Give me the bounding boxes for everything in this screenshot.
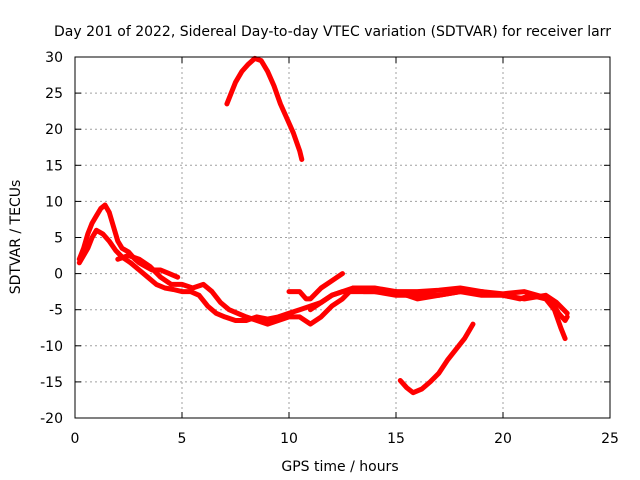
y-tick-label: 5: [54, 231, 63, 247]
y-tick-label: -10: [40, 339, 63, 355]
series-line-satellite-arc-d: [286, 271, 345, 302]
x-tick-label: 25: [601, 431, 619, 447]
grid-lines: [75, 57, 610, 418]
x-tick-label: 0: [71, 431, 80, 447]
x-tick-label: 10: [280, 431, 298, 447]
y-tick-label: -20: [40, 411, 63, 427]
data-series: [76, 55, 570, 396]
y-tick-label: 30: [45, 50, 63, 66]
x-tick-label: 20: [494, 431, 512, 447]
y-tick-label: 10: [45, 194, 63, 210]
series-line-satellite-arc-f: [224, 55, 305, 162]
y-tick-label: 15: [45, 158, 63, 174]
y-tick-label: 25: [45, 86, 63, 102]
y-tick-label: 0: [54, 267, 63, 283]
series-line-satellite-arc-e: [307, 285, 570, 323]
y-axis-title: SDTVAR / TECUs: [8, 180, 24, 295]
y-tick-label: 20: [45, 122, 63, 138]
chart-title: Day 201 of 2022, Sidereal Day-to-day VTE…: [54, 24, 611, 40]
x-tick-labels: 0 5 10 15 20 25: [71, 431, 619, 447]
plot-frame: [74, 56, 611, 419]
x-tick-label: 5: [178, 431, 187, 447]
y-tick-label: -5: [49, 303, 63, 319]
x-axis-title: GPS time / hours: [281, 459, 398, 475]
x-tick-label: 15: [387, 431, 405, 447]
y-tick-labels: -20 -15 -10 -5 0 5 10 15 20 25 30: [40, 50, 63, 427]
y-tick-label: -15: [40, 375, 63, 391]
series-line-satellite-arc-g: [397, 321, 476, 396]
